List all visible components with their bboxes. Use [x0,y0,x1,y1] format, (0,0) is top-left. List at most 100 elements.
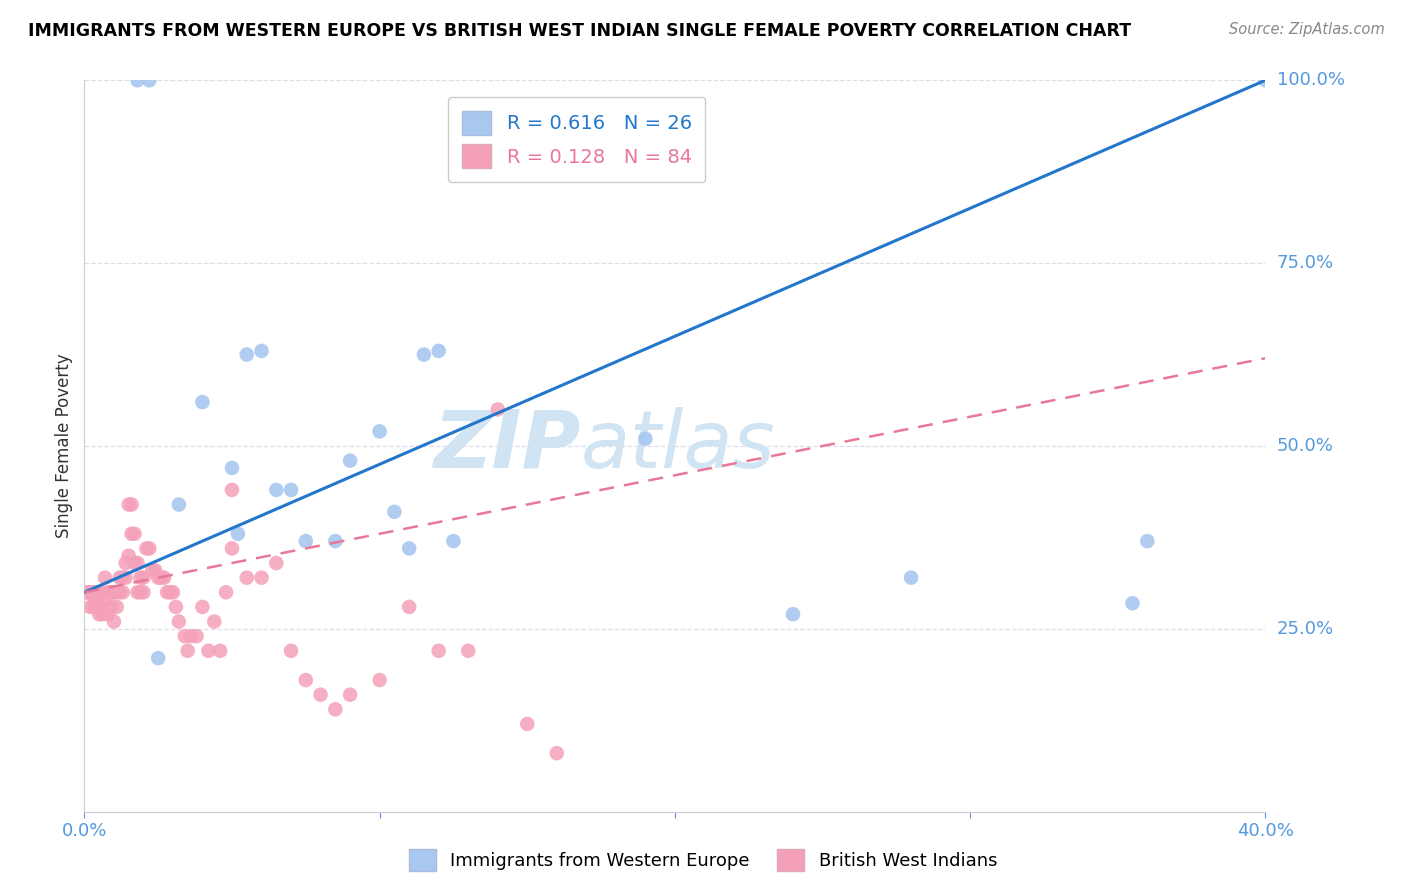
Point [82,585,104,599]
Text: 50.0%: 50.0% [1277,437,1333,455]
Point [79,599,101,614]
Point [108,571,131,585]
Point [443,534,465,549]
Point [97,585,120,599]
Point [138,541,160,556]
Point [165,599,187,614]
Point [84,585,107,599]
Point [1136,534,1159,549]
Point [413,347,436,362]
Point [173,629,195,643]
Point [156,585,179,599]
Point [215,585,238,599]
Point [202,615,225,629]
Point [197,644,219,658]
Point [162,585,184,599]
Point [1122,596,1144,610]
Point [339,688,361,702]
Point [132,571,155,585]
Point [138,73,160,87]
Point [516,717,538,731]
Point [486,402,509,417]
Point [150,571,173,585]
Point [108,585,131,599]
Point [427,343,450,358]
Point [76,585,98,599]
Point [159,585,181,599]
Point [191,395,214,409]
Point [87,585,111,599]
Point [100,585,122,599]
Point [209,644,232,658]
Point [127,73,149,87]
Point [177,644,200,658]
Point [79,585,101,599]
Point [153,571,176,585]
Point [236,347,259,362]
Point [280,483,302,497]
Point [111,585,134,599]
Point [135,541,157,556]
Point [782,607,804,622]
Point [368,425,391,439]
Point [186,629,208,643]
Point [250,571,273,585]
Legend: R = 0.616   N = 26, R = 0.128   N = 84: R = 0.616 N = 26, R = 0.128 N = 84 [449,97,706,182]
Point [1254,73,1277,87]
Point [141,563,163,577]
Point [84,599,107,614]
Point [295,534,318,549]
Y-axis label: Single Female Poverty: Single Female Poverty [55,354,73,538]
Point [79,585,101,599]
Legend: Immigrants from Western Europe, British West Indians: Immigrants from Western Europe, British … [402,842,1004,879]
Point [325,702,347,716]
Point [105,599,128,614]
Point [167,615,190,629]
Text: Source: ZipAtlas.com: Source: ZipAtlas.com [1229,22,1385,37]
Text: IMMIGRANTS FROM WESTERN EUROPE VS BRITISH WEST INDIAN SINGLE FEMALE POVERTY CORR: IMMIGRANTS FROM WESTERN EUROPE VS BRITIS… [28,22,1132,40]
Point [382,505,406,519]
Point [127,556,149,570]
Point [325,534,347,549]
Point [91,585,114,599]
Text: 75.0%: 75.0% [1277,254,1334,272]
Point [103,585,125,599]
Point [236,571,259,585]
Point [226,526,249,541]
Point [124,526,146,541]
Point [266,556,288,570]
Text: 100.0%: 100.0% [1277,71,1344,89]
Point [121,526,143,541]
Point [398,599,420,614]
Point [295,673,318,687]
Text: ZIP: ZIP [433,407,581,485]
Point [121,498,143,512]
Point [94,592,117,607]
Point [87,599,111,614]
Point [221,483,243,497]
Point [91,607,114,622]
Text: 25.0%: 25.0% [1277,620,1334,638]
Point [546,746,568,760]
Point [100,599,122,614]
Point [221,461,243,475]
Point [94,571,117,585]
Point [180,629,202,643]
Point [398,541,420,556]
Point [124,556,146,570]
Point [339,453,361,467]
Point [368,673,391,687]
Point [280,644,302,658]
Point [105,585,128,599]
Point [114,571,136,585]
Point [427,644,450,658]
Point [84,592,107,607]
Text: atlas: atlas [581,407,775,485]
Point [87,607,111,622]
Point [634,432,657,446]
Point [900,571,922,585]
Point [167,498,190,512]
Point [148,651,170,665]
Point [103,585,125,599]
Point [97,607,120,622]
